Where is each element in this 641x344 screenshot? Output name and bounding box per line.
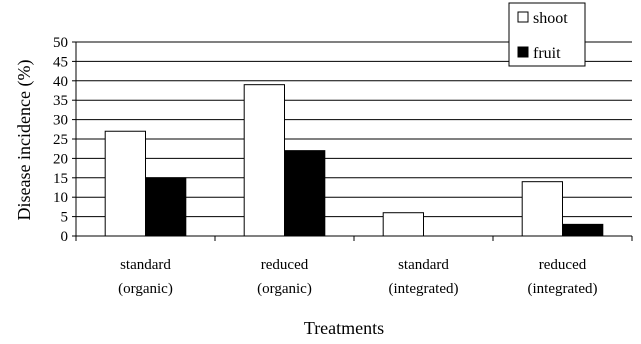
bar-shoot-3 bbox=[382, 212, 425, 237]
y-tick-label: 5 bbox=[61, 210, 69, 226]
y-tick-labels: 0 5 10 15 20 25 30 35 40 45 50 bbox=[53, 35, 68, 245]
y-tick-label: 15 bbox=[53, 171, 68, 187]
bar-fruit-2 bbox=[284, 150, 326, 237]
bar-shoot-2 bbox=[243, 84, 286, 237]
x-tick-label: reduced (integrated) bbox=[528, 257, 598, 297]
x-axis-title: Treatments bbox=[304, 318, 384, 338]
legend-label-shoot: shoot bbox=[533, 10, 568, 27]
legend-swatch-shoot bbox=[517, 11, 529, 23]
axes bbox=[72, 41, 633, 241]
x-tick-label: reduced (organic) bbox=[257, 257, 312, 297]
legend-label-fruit: fruit bbox=[533, 45, 561, 62]
bars bbox=[104, 84, 604, 237]
y-tick-label: 35 bbox=[53, 93, 68, 109]
y-tick-label: 0 bbox=[61, 229, 69, 245]
x-tick-label: standard (organic) bbox=[118, 257, 173, 297]
bar-shoot-1 bbox=[104, 130, 147, 237]
y-tick-label: 40 bbox=[53, 74, 68, 90]
bar-fruit-4 bbox=[562, 223, 604, 237]
y-tick-label: 30 bbox=[53, 113, 68, 129]
y-tick-label: 25 bbox=[53, 132, 68, 148]
bar-fruit-1 bbox=[145, 177, 187, 237]
y-tick-label: 10 bbox=[53, 190, 68, 206]
x-tick-label: standard (integrated) bbox=[389, 257, 459, 297]
y-tick-label: 20 bbox=[53, 151, 68, 167]
bar-shoot-4 bbox=[521, 181, 564, 237]
legend: shoot fruit bbox=[508, 2, 586, 67]
y-tick-label: 45 bbox=[53, 54, 68, 70]
legend-swatch-fruit bbox=[517, 46, 529, 58]
x-tick-labels: standard (organic) reduced (organic) standar… bbox=[118, 257, 597, 297]
y-tick-label: 50 bbox=[53, 35, 68, 51]
y-axis-title: Disease incidence (%) bbox=[14, 60, 35, 221]
